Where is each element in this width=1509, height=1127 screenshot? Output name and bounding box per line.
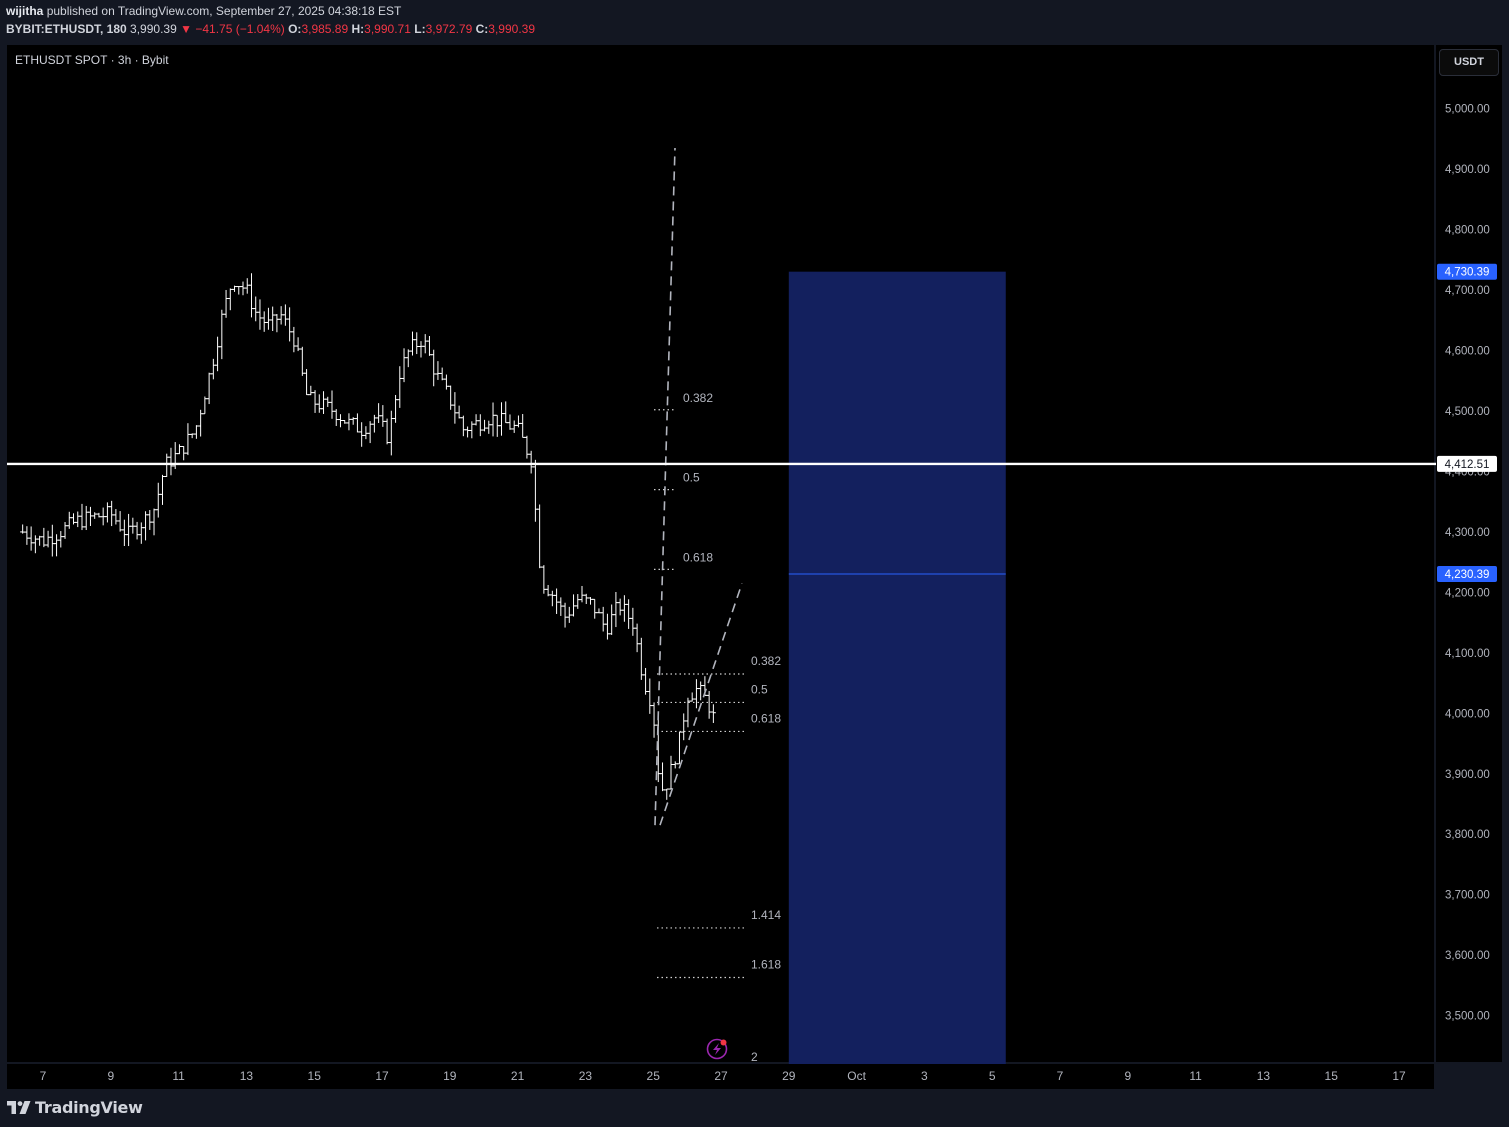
y-tick-label: 4,600.00 xyxy=(1445,346,1490,358)
price-tag-box-top[interactable] xyxy=(1437,263,1497,280)
x-tick-label: 19 xyxy=(443,1069,457,1083)
plot-area[interactable] xyxy=(7,45,1434,1062)
y-tick-label: 3,900.00 xyxy=(1445,769,1490,781)
y-tick-label: 5,000.00 xyxy=(1445,104,1490,116)
close-value: 3,990.39 xyxy=(488,22,536,36)
fib-lower-label: 1.618 xyxy=(751,958,781,972)
header-bar: wijitha published on TradingView.com, Se… xyxy=(0,0,1509,42)
y-tick-label: 3,500.00 xyxy=(1445,1011,1490,1023)
y-tick-label: 4,900.00 xyxy=(1445,164,1490,176)
ohlc-bar[interactable] xyxy=(710,704,716,723)
fib-lower-label: 2 xyxy=(751,1050,758,1064)
fib-lower-label: 0.618 xyxy=(751,711,781,725)
price-tag-box-mid[interactable] xyxy=(1437,566,1497,583)
fib-upper-label: 0.382 xyxy=(683,391,713,405)
publish-info: wijitha published on TradingView.com, Se… xyxy=(6,4,401,18)
y-tick-label: 4,800.00 xyxy=(1445,225,1490,237)
ohlc-line: BYBIT:ETHUSDT, 180 3,990.39 ▼ −41.75 (−1… xyxy=(6,22,535,36)
price-tag-level[interactable] xyxy=(1437,455,1497,472)
alert-icon[interactable] xyxy=(706,1038,728,1060)
chart-symbol-label[interactable]: ETHUSDT SPOT · 3h · Bybit xyxy=(15,53,169,67)
y-tick-label: 4,500.00 xyxy=(1445,406,1490,418)
symbol-info: BYBIT:ETHUSDT, 180 xyxy=(6,22,127,36)
x-tick-label: 25 xyxy=(647,1069,661,1083)
price-tag-box-mid-label: 4,230.39 xyxy=(1445,569,1490,581)
x-tick-label: Oct xyxy=(847,1069,866,1083)
tradingview-logo[interactable]: TradingView xyxy=(7,1098,143,1117)
x-tick-label: 11 xyxy=(1189,1069,1202,1083)
high-label: H: xyxy=(351,22,365,36)
open-label: O: xyxy=(288,22,302,36)
x-tick-label: 13 xyxy=(240,1069,254,1083)
x-tick-label: 21 xyxy=(511,1069,525,1083)
price-tag-box-top-label: 4,730.39 xyxy=(1445,267,1490,279)
y-tick-label: 4,700.00 xyxy=(1445,285,1490,297)
x-tick-label: 29 xyxy=(782,1069,796,1083)
published-text: published on TradingView.com, September … xyxy=(46,4,402,18)
x-tick-label: 13 xyxy=(1257,1069,1271,1083)
x-tick-label: 17 xyxy=(375,1069,389,1083)
x-tick-label: 15 xyxy=(1325,1069,1339,1083)
fib-lower-label: 0.5 xyxy=(751,682,768,696)
price-axis[interactable] xyxy=(1436,45,1502,1062)
x-tick-label: 17 xyxy=(1392,1069,1406,1083)
low-value: 3,972.79 xyxy=(425,22,473,36)
fib-lower-label: 0.382 xyxy=(751,654,781,668)
y-tick-label: 4,200.00 xyxy=(1445,587,1490,599)
x-tick-label: 7 xyxy=(40,1069,47,1083)
last-price: 3,990.39 xyxy=(130,22,177,36)
x-tick-label: 9 xyxy=(1124,1069,1131,1083)
x-tick-label: 3 xyxy=(921,1069,928,1083)
x-tick-label: 5 xyxy=(989,1069,996,1083)
footer-bar xyxy=(0,1091,1509,1127)
x-tick-label: 27 xyxy=(714,1069,728,1083)
brand-name: TradingView xyxy=(35,1098,143,1117)
projection-box[interactable] xyxy=(788,271,1006,1064)
open-value: 3,985.89 xyxy=(301,22,349,36)
fib-upper-label: 0.5 xyxy=(683,471,700,485)
time-axis[interactable] xyxy=(7,1064,1434,1089)
down-arrow-icon: ▼ xyxy=(180,22,192,36)
price-tag-level-label: 4,412.51 xyxy=(1445,459,1490,471)
y-tick-label: 4,300.00 xyxy=(1445,527,1490,539)
trend-projection-line[interactable] xyxy=(659,583,743,826)
x-tick-label: 7 xyxy=(1057,1069,1064,1083)
fib-upper-label: 0.618 xyxy=(683,550,713,564)
trend-projection-line[interactable] xyxy=(654,147,676,826)
y-tick-label: 4,000.00 xyxy=(1445,708,1490,720)
close-label: C: xyxy=(475,22,489,36)
author-name[interactable]: wijitha xyxy=(6,4,44,18)
x-tick-label: 9 xyxy=(107,1069,114,1083)
y-tick-label: 3,700.00 xyxy=(1445,890,1490,902)
y-tick-label: 3,800.00 xyxy=(1445,829,1490,841)
x-tick-label: 15 xyxy=(308,1069,322,1083)
price-change: −41.75 (−1.04%) xyxy=(195,22,285,36)
fib-lower-label: 1.414 xyxy=(751,908,781,922)
tradingview-logo-icon xyxy=(7,1100,31,1114)
y-tick-label: 4,100.00 xyxy=(1445,648,1490,660)
y-tick-label: 3,600.00 xyxy=(1445,950,1490,962)
x-tick-label: 23 xyxy=(579,1069,593,1083)
currency-button[interactable]: USDT xyxy=(1439,49,1499,76)
x-tick-label: 11 xyxy=(172,1069,185,1083)
high-value: 3,990.71 xyxy=(364,22,411,36)
low-label: L: xyxy=(414,22,426,36)
